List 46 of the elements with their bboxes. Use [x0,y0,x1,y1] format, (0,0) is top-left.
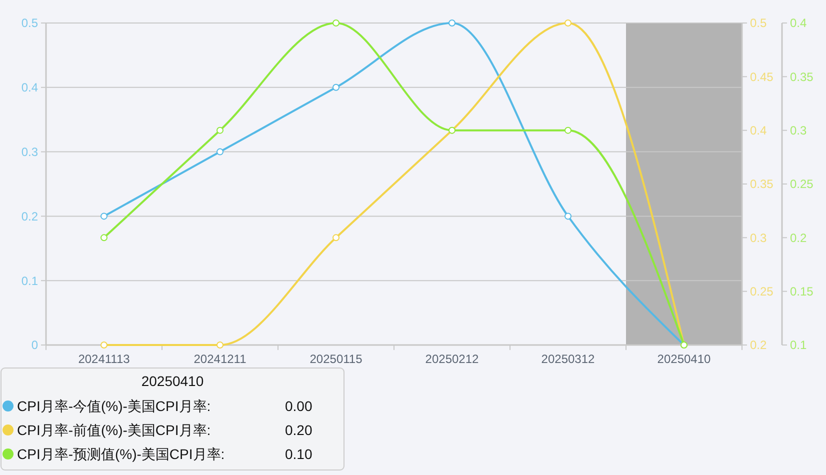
y3-tick-label: 0.35 [790,70,814,84]
point [332,20,340,26]
text: 0.10 [285,446,312,462]
point [216,342,224,348]
point [448,20,456,26]
y2-tick-label: 0.4 [750,124,768,138]
point [216,148,224,156]
y2-tick-label: 0.5 [750,16,768,30]
x-tick-label: 20250115 [310,352,363,366]
y3-tick-label: 0.4 [790,16,808,30]
point [216,126,224,134]
y2-tick-label: 0.35 [750,177,774,192]
legend-label: CPI月率-预测值(%)-美国CPI月率: [17,446,225,462]
y-tick-label: 0.2 [21,209,38,224]
point [100,234,108,242]
y-tick-label: 0 [31,338,38,352]
y-tick-label: 0.3 [21,145,38,159]
y2-tick-label: 0.25 [750,284,774,299]
y3-tick-label: 0.2 [790,230,808,245]
point [564,20,572,26]
point [100,342,108,348]
y2-tick-label: 0.45 [750,70,774,84]
y2-tick-label: 0.2 [750,338,768,352]
x-tick-label: 20250212 [425,352,480,366]
text: 0.20 [285,422,312,438]
legend-label: CPI月率-今值(%)-美国CPI月率: [17,398,211,414]
point [332,84,340,91]
point [100,212,108,220]
point [564,126,572,134]
x-tick-label: 20250410 [657,352,712,366]
y3-tick-label: 0.25 [790,177,814,192]
point [564,212,572,220]
y2-tick-label: 0.3 [750,230,768,245]
legend-title: 20250410 [141,373,204,389]
text: 0.00 [285,398,312,414]
y-tick-label: 0.5 [21,16,38,30]
x-tick-label: 20241113 [78,352,130,366]
y3-tick-label: 0.3 [790,124,808,138]
y-tick-label: 0.4 [21,80,38,95]
point [332,234,340,242]
x-tick-label: 20241211 [194,352,247,366]
x-tick-label: 20250312 [541,352,596,366]
y-tick-label: 0.1 [21,274,38,288]
y3-tick-label: 0.15 [790,284,814,299]
y3-tick-label: 0.1 [790,338,808,352]
legend-label: CPI月率-前值(%)-美国CPI月率: [17,422,211,438]
